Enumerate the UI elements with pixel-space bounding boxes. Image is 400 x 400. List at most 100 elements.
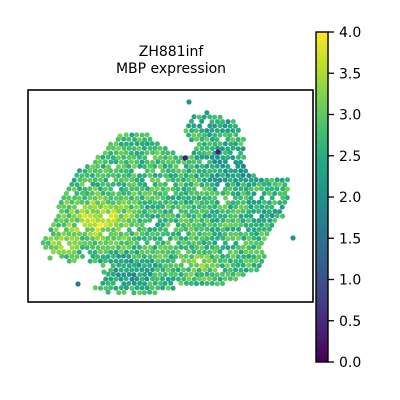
- spot: [207, 213, 212, 219]
- spot: [152, 208, 158, 214]
- spot: [43, 236, 49, 241]
- spot: [236, 235, 241, 241]
- spot: [178, 218, 184, 223]
- spot: [129, 267, 135, 273]
- spot: [147, 199, 153, 205]
- spot: [93, 159, 98, 165]
- spot: [254, 204, 260, 210]
- spot: [188, 181, 194, 187]
- spot: [160, 285, 166, 291]
- spot: [261, 253, 267, 259]
- spot: [61, 231, 67, 237]
- spot: [87, 186, 93, 192]
- spot: [182, 155, 188, 161]
- colorbar-tick-label: 3.0: [339, 108, 361, 124]
- spot: [199, 191, 205, 196]
- spot: [139, 159, 145, 165]
- spot: [214, 272, 220, 278]
- spot: [58, 200, 64, 205]
- spot: [82, 213, 88, 219]
- spot: [186, 222, 192, 228]
- spot: [217, 276, 223, 282]
- spot: [253, 177, 259, 183]
- spot: [178, 272, 184, 277]
- spot: [155, 222, 161, 228]
- spot: [121, 154, 127, 160]
- spot: [105, 154, 111, 160]
- spot: [136, 154, 142, 160]
- spot: [258, 177, 264, 183]
- spot: [279, 177, 285, 183]
- spot: [92, 249, 98, 255]
- spot: [222, 267, 228, 273]
- spot: [264, 177, 270, 183]
- spot: [248, 222, 254, 228]
- spot: [160, 168, 166, 174]
- spot: [128, 258, 134, 264]
- spot: [277, 209, 283, 215]
- spot: [219, 146, 225, 152]
- spot: [134, 231, 139, 237]
- spot: [238, 195, 244, 201]
- spot: [116, 173, 121, 179]
- spot: [105, 280, 111, 286]
- spot: [126, 208, 132, 214]
- spot: [236, 226, 241, 232]
- spot: [259, 222, 264, 228]
- spot: [191, 159, 197, 165]
- spot: [181, 177, 186, 183]
- spot: [142, 173, 148, 179]
- spot: [58, 235, 64, 241]
- spot: [227, 186, 233, 192]
- spot: [184, 280, 189, 286]
- spot: [160, 159, 166, 165]
- spot: [217, 141, 223, 147]
- spot: [212, 267, 218, 273]
- spot: [170, 258, 176, 264]
- spot: [97, 222, 103, 228]
- spot: [147, 271, 153, 277]
- spot: [173, 263, 179, 269]
- spot: [157, 263, 163, 269]
- spot: [199, 263, 205, 269]
- spot: [69, 245, 75, 251]
- spot: [108, 285, 114, 291]
- spot: [126, 244, 132, 250]
- spot: [170, 195, 176, 201]
- spot: [196, 195, 202, 201]
- spot: [149, 285, 155, 291]
- spot: [137, 163, 143, 169]
- spot: [197, 123, 202, 129]
- spot: [142, 200, 148, 206]
- spot: [103, 204, 109, 210]
- spot: [241, 190, 247, 196]
- spot: [129, 132, 135, 138]
- spot: [95, 191, 101, 197]
- spot: [162, 281, 168, 286]
- spot: [61, 249, 67, 255]
- spot: [233, 186, 238, 192]
- spot: [173, 173, 179, 178]
- spot: [116, 200, 122, 206]
- spot: [123, 204, 129, 210]
- colorbar-tick-label: 2.0: [339, 190, 361, 206]
- spot: [142, 245, 148, 250]
- spot: [123, 195, 129, 201]
- spot: [230, 218, 236, 224]
- spot: [235, 146, 241, 152]
- spot: [108, 150, 114, 156]
- spot: [126, 145, 132, 151]
- spot: [134, 204, 140, 210]
- spot: [261, 218, 267, 223]
- spot: [199, 253, 205, 259]
- spot: [176, 168, 181, 174]
- spot: [123, 249, 129, 255]
- spot: [209, 182, 215, 188]
- spot: [243, 177, 249, 183]
- spot: [215, 263, 221, 269]
- spot: [89, 173, 95, 178]
- spot: [186, 99, 192, 105]
- spot: [147, 217, 153, 223]
- spot: [235, 271, 241, 277]
- spot: [137, 244, 142, 250]
